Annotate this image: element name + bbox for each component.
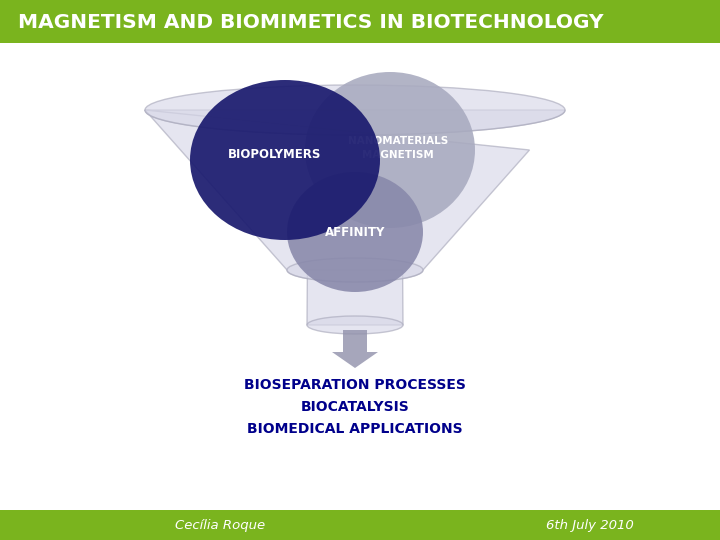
Text: BIOSEPARATION PROCESSES: BIOSEPARATION PROCESSES xyxy=(244,378,466,392)
Text: 6th July 2010: 6th July 2010 xyxy=(546,518,634,531)
Bar xyxy=(0,510,720,540)
Ellipse shape xyxy=(307,316,403,334)
Ellipse shape xyxy=(145,85,565,135)
Text: MAGNETISM AND BIOMIMETICS IN BIOTECHNOLOGY: MAGNETISM AND BIOMIMETICS IN BIOTECHNOLO… xyxy=(18,12,603,31)
Ellipse shape xyxy=(305,72,475,228)
Polygon shape xyxy=(307,270,403,325)
Ellipse shape xyxy=(287,258,423,282)
Polygon shape xyxy=(145,110,565,282)
Text: NANOMATERIALS
MAGNETISM: NANOMATERIALS MAGNETISM xyxy=(348,136,448,160)
Ellipse shape xyxy=(190,80,380,240)
Text: BIOPOLYMERS: BIOPOLYMERS xyxy=(228,148,322,161)
FancyArrow shape xyxy=(332,330,378,368)
Text: BIOMEDICAL APPLICATIONS: BIOMEDICAL APPLICATIONS xyxy=(247,422,463,436)
Ellipse shape xyxy=(287,172,423,292)
Text: Cecília Roque: Cecília Roque xyxy=(175,518,265,531)
Text: AFFINITY: AFFINITY xyxy=(325,226,385,239)
Text: BIOCATALYSIS: BIOCATALYSIS xyxy=(301,400,410,414)
Bar xyxy=(0,0,720,43)
